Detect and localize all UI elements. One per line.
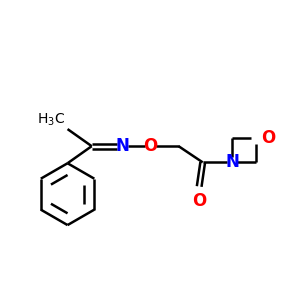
Text: H$_3$C: H$_3$C [37,112,65,128]
Text: N: N [116,136,130,154]
Text: O: O [262,129,276,147]
Text: N: N [225,153,239,171]
Text: O: O [192,192,206,210]
Text: O: O [143,136,158,154]
